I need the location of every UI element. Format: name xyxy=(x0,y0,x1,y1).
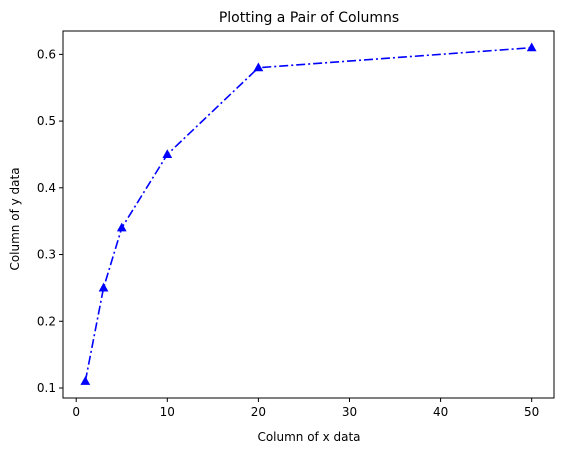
data-point-marker xyxy=(526,42,537,52)
x-tick-label: 0 xyxy=(72,405,80,419)
series-line xyxy=(84,46,532,382)
series-layer xyxy=(80,42,537,385)
y-axis-ticks: 0.1 0.2 0.3 0.4 0.5 0.6 xyxy=(37,47,63,395)
x-tick-label: 10 xyxy=(160,405,175,419)
x-tick-label: 20 xyxy=(251,405,266,419)
y-tick-label: 0.6 xyxy=(37,47,56,61)
data-point-marker xyxy=(162,149,173,159)
y-tick-label: 0.4 xyxy=(37,181,56,195)
y-tick-label: 0.2 xyxy=(37,314,56,328)
data-point-marker xyxy=(80,376,91,385)
data-point-marker xyxy=(253,62,264,72)
x-tick-label: 40 xyxy=(433,405,448,419)
plot-frame xyxy=(62,30,555,399)
x-axis-label: Column of x data xyxy=(257,430,360,444)
chart-title: Plotting a Pair of Columns xyxy=(219,10,399,26)
data-point-marker xyxy=(116,222,127,232)
data-point-marker xyxy=(98,282,109,292)
y-axis-label: Column of y data xyxy=(8,167,22,270)
y-tick-label: 0.5 xyxy=(37,114,56,128)
y-tick-label: 0.1 xyxy=(37,381,56,395)
x-tick-label: 30 xyxy=(342,405,357,419)
x-axis-ticks: 0 10 20 30 40 50 xyxy=(72,398,539,419)
x-tick-label: 50 xyxy=(524,405,539,419)
y-tick-label: 0.3 xyxy=(37,248,56,262)
